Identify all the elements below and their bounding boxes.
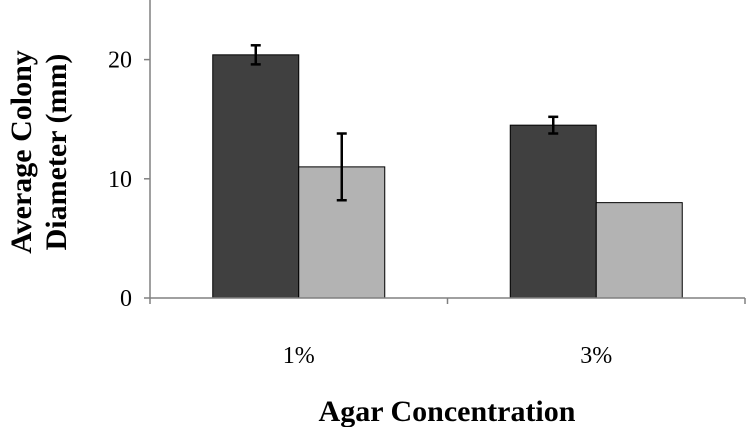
tick-labels-layer: 1% 3% 0 10 20 [108,48,612,369]
error-bar-series-2-1pct [336,132,347,202]
plot-area: 1% 3% 0 10 20 [108,0,746,369]
y-axis-title: Average Colony Diameter (mm) [5,50,73,254]
error-bar-series-1-1pct [250,44,261,66]
bar-series-2-3pct [595,202,683,299]
y-tick-label: 10 [108,167,132,193]
error-bar-series-1-3pct [548,115,559,135]
bar-series-1-1pct [212,54,300,299]
y-tick-label: 20 [108,48,132,74]
x-tick-label: 3% [580,343,612,369]
x-tick-label: 1% [283,343,315,369]
y-axis-title-line-1: Average Colony [5,50,38,254]
axes-layer [144,0,746,304]
x-axis-title: Agar Concentration [319,395,576,427]
bars-layer [212,54,683,299]
error-bars-layer [250,44,559,202]
y-tick-label: 0 [120,286,132,312]
y-axis-title-line-2: Diameter (mm) [40,54,73,251]
bar-series-1-3pct [509,124,597,299]
